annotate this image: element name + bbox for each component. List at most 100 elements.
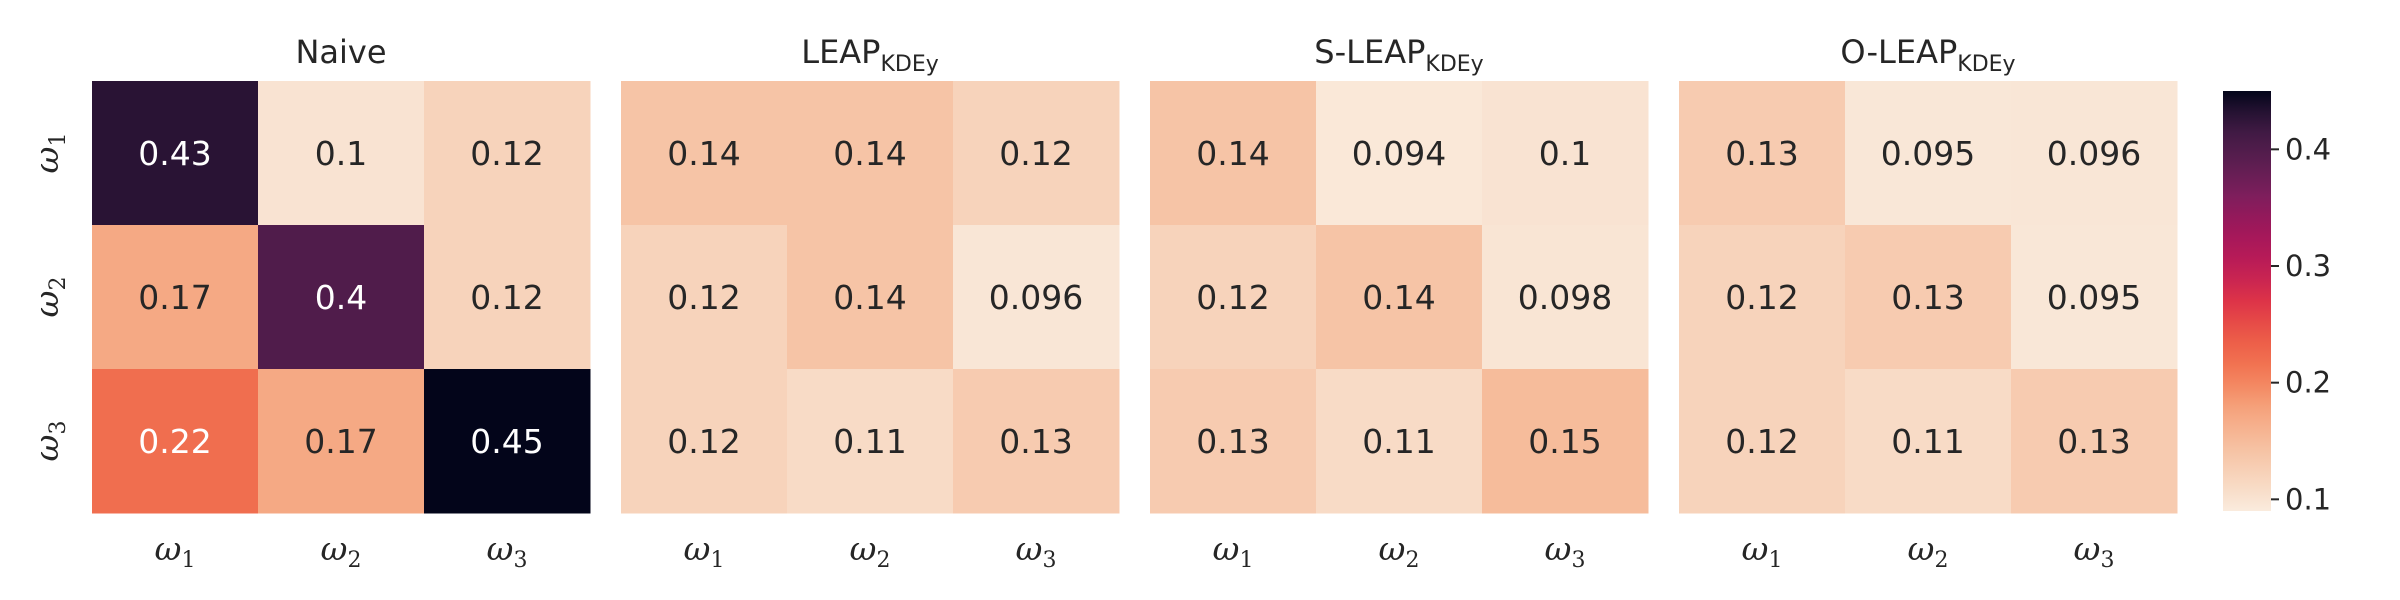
heatmap-cell [258, 369, 425, 514]
y-tick-label: ω3 [27, 421, 71, 462]
cell-value-label: 0.1 [315, 134, 367, 173]
colorbar-tick-label: 0.1 [2285, 482, 2331, 516]
cell-value-label: 0.14 [667, 134, 740, 173]
cell-value-label: 0.22 [138, 422, 211, 461]
heatmap-cell [787, 81, 954, 226]
x-tick-label: ω3 [1016, 529, 1057, 573]
panel-title: S-LEAPKDEy [1314, 33, 1483, 77]
heatmap-cell [621, 369, 788, 514]
cell-value-label: 0.13 [2057, 422, 2130, 461]
cell-value-label: 0.098 [1518, 278, 1612, 317]
heatmap-cell [1482, 81, 1649, 226]
heatmap-cell [1316, 81, 1483, 226]
cell-value-label: 0.12 [1196, 278, 1269, 317]
cell-value-label: 0.45 [470, 422, 543, 461]
cell-value-label: 0.095 [1881, 134, 1975, 173]
heatmap-cell [92, 369, 259, 514]
cell-value-label: 0.12 [667, 422, 740, 461]
x-tick-label: ω2 [1379, 529, 1420, 573]
cell-value-label: 0.14 [1196, 134, 1269, 173]
heatmap-panel-4: O-LEAPKDEy 0.13 0.095 0.096 0.12 0.13 0.095 0.1… [1679, 33, 2178, 573]
y-tick-label: ω2 [27, 277, 71, 318]
colorbar-tick-label: 0.2 [2285, 366, 2331, 400]
cell-value-label: 0.12 [1725, 278, 1798, 317]
x-tick-label: ω3 [487, 529, 528, 573]
heatmap-cell [92, 81, 259, 226]
cell-value-label: 0.17 [138, 278, 211, 317]
heatmap-cell [1150, 225, 1317, 370]
heatmap-cell [1845, 225, 2012, 370]
heatmap-cell [787, 225, 954, 370]
heatmap-cell [424, 81, 591, 226]
cell-value-label: 0.4 [315, 278, 367, 317]
heatmap-cell [1845, 81, 2012, 226]
heatmap-cell [1482, 225, 1649, 370]
heatmap-cell [424, 225, 591, 370]
heatmap-cell [1845, 369, 2012, 514]
x-tick-label: ω1 [684, 529, 725, 573]
colorbar: 0.1 0.2 0.3 0.4 [2223, 91, 2331, 516]
heatmap-cell [621, 225, 788, 370]
cell-value-label: 0.095 [2047, 278, 2141, 317]
heatmap-cell [953, 369, 1120, 514]
x-tick-label: ω2 [321, 529, 362, 573]
x-tick-label: ω2 [850, 529, 891, 573]
heatmap-cell [1679, 369, 1846, 514]
cell-value-label: 0.17 [304, 422, 377, 461]
y-tick-label: ω1 [27, 133, 71, 174]
cell-value-label: 0.094 [1352, 134, 1446, 173]
heatmap-cell [1150, 81, 1317, 226]
heatmap-cell [258, 81, 425, 226]
heatmap-cell [258, 225, 425, 370]
heatmap-cell [2011, 369, 2178, 514]
cell-value-label: 0.14 [833, 134, 906, 173]
cell-value-label: 0.12 [667, 278, 740, 317]
colorbar-tick-label: 0.3 [2285, 249, 2331, 283]
panel-title: Naive [295, 33, 386, 71]
heatmap-cell [2011, 225, 2178, 370]
colorbar-gradient [2223, 91, 2271, 511]
heatmap-cell [953, 225, 1120, 370]
heatmap-cell [953, 81, 1120, 226]
x-tick-label: ω3 [2074, 529, 2115, 573]
heatmap-cell [621, 81, 788, 226]
cell-value-label: 0.11 [1891, 422, 1964, 461]
heatmap-cell [1679, 225, 1846, 370]
heatmap-panel-1: Naive 0.43 0.1 0.12 0.17 0.4 0.12 0.22 0.17 0.45 ω… [27, 33, 591, 573]
cell-value-label: 0.13 [999, 422, 1072, 461]
x-tick-label: ω3 [1545, 529, 1586, 573]
cell-value-label: 0.15 [1528, 422, 1601, 461]
panel-title: O-LEAPKDEy [1840, 33, 2015, 77]
heatmap-panel-2: LEAPKDEy 0.14 0.14 0.12 0.12 0.14 0.096 0.12 0.1… [621, 33, 1120, 573]
cell-value-label: 0.1 [1539, 134, 1591, 173]
x-tick-label: ω1 [1213, 529, 1254, 573]
heatmap-panel-3: S-LEAPKDEy 0.14 0.094 0.1 0.12 0.14 0.098 0.13 0… [1150, 33, 1649, 573]
heatmap-cell [1679, 81, 1846, 226]
cell-value-label: 0.11 [833, 422, 906, 461]
cell-value-label: 0.13 [1196, 422, 1269, 461]
x-tick-label: ω2 [1908, 529, 1949, 573]
colorbar-tick-label: 0.4 [2285, 132, 2331, 166]
heatmap-cell [424, 369, 591, 514]
panel-title: LEAPKDEy [801, 33, 939, 77]
cell-value-label: 0.12 [470, 278, 543, 317]
cell-value-label: 0.12 [470, 134, 543, 173]
heatmap-cell [1150, 369, 1317, 514]
cell-value-label: 0.43 [138, 134, 211, 173]
heatmap-cell [1316, 369, 1483, 514]
x-tick-label: ω1 [1742, 529, 1783, 573]
cell-value-label: 0.14 [833, 278, 906, 317]
heatmap-cell [1482, 369, 1649, 514]
cell-value-label: 0.13 [1725, 134, 1798, 173]
cell-value-label: 0.096 [2047, 134, 2141, 173]
cell-value-label: 0.12 [1725, 422, 1798, 461]
cell-value-label: 0.12 [999, 134, 1072, 173]
cell-value-label: 0.14 [1362, 278, 1435, 317]
cell-value-label: 0.13 [1891, 278, 1964, 317]
cell-value-label: 0.11 [1362, 422, 1435, 461]
heatmap-cell [2011, 81, 2178, 226]
heatmap-cell [1316, 225, 1483, 370]
x-tick-label: ω1 [155, 529, 196, 573]
heatmap-cell [92, 225, 259, 370]
